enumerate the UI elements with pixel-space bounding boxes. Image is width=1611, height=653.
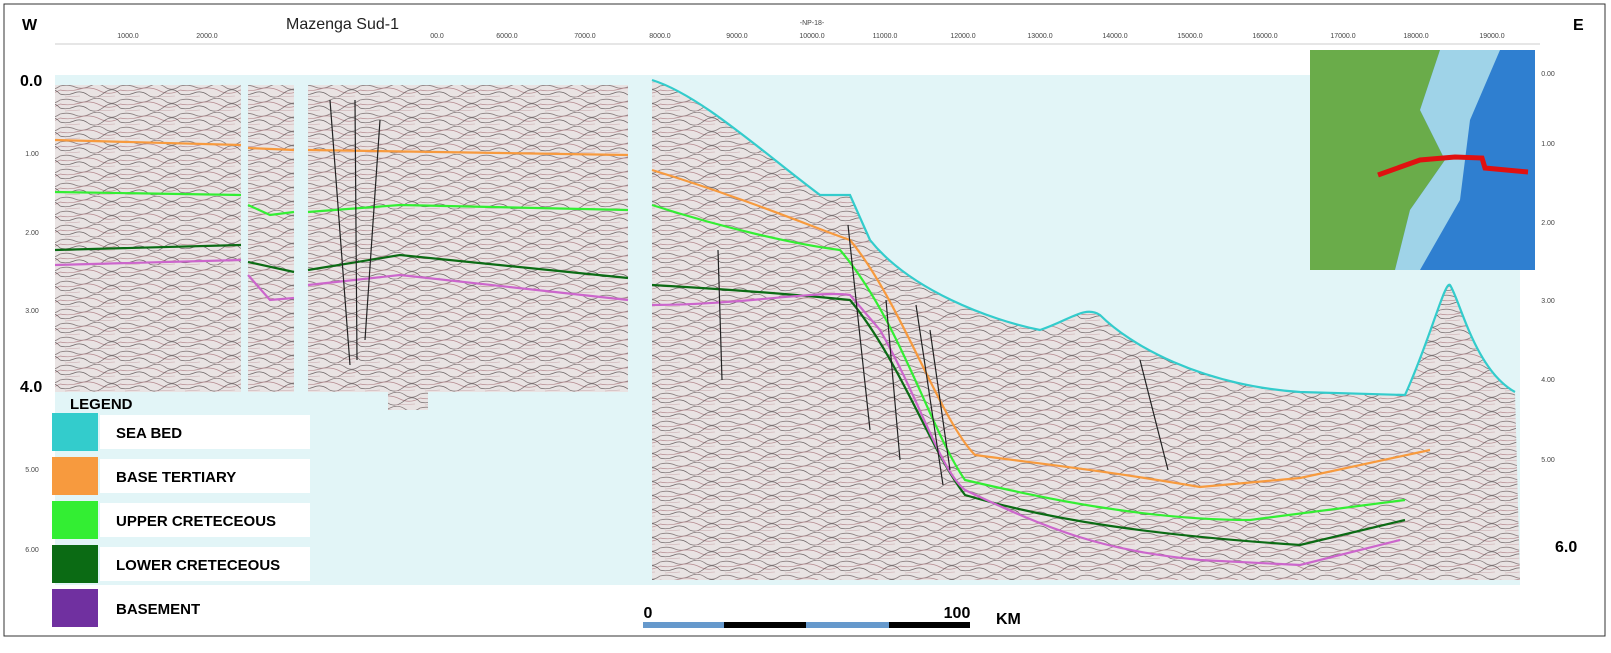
fault bbox=[885, 299, 901, 461]
base-tertiary bbox=[651, 168, 1431, 489]
top-axis-label: 18000.0 bbox=[1403, 33, 1428, 40]
top-axis-label: 8000.0 bbox=[649, 33, 671, 40]
legend-label: SEA BED bbox=[116, 425, 182, 442]
west-label: W bbox=[22, 17, 38, 34]
scale-end: 100 bbox=[944, 605, 971, 622]
scale-segment bbox=[643, 622, 724, 628]
location-map bbox=[1310, 50, 1535, 270]
top-axis-label: 2000.0 bbox=[196, 33, 218, 40]
top-axis-label: 19000.0 bbox=[1479, 33, 1504, 40]
top-axis-label: 1000.0 bbox=[117, 33, 139, 40]
line-id: -NP-18- bbox=[800, 20, 825, 27]
sea-bed bbox=[651, 78, 1516, 397]
seismic-panels bbox=[55, 80, 1520, 580]
right-axis-label: 1.00 bbox=[1541, 141, 1555, 148]
legend-label: BASE TERTIARY bbox=[116, 469, 236, 486]
fault bbox=[915, 304, 944, 486]
legend-swatch bbox=[52, 589, 98, 627]
right-axis-label: 4.00 bbox=[1541, 377, 1555, 384]
top-axis-label: 9000.0 bbox=[726, 33, 748, 40]
left-axis-label: 6.00 bbox=[25, 547, 39, 554]
top-axis-label: 13000.0 bbox=[1027, 33, 1052, 40]
well-name: Mazenga Sud-1 bbox=[286, 16, 399, 33]
map-land bbox=[1310, 50, 1445, 270]
top-axis-label: 15000.0 bbox=[1177, 33, 1202, 40]
top-axis-label: 17000.0 bbox=[1330, 33, 1355, 40]
upper-creteceous bbox=[651, 203, 1406, 522]
fault bbox=[717, 249, 723, 381]
lower-creteceous bbox=[54, 243, 629, 280]
top-axis-label: 12000.0 bbox=[950, 33, 975, 40]
scale-segment bbox=[806, 622, 889, 628]
top-axis-label: 6000.0 bbox=[496, 33, 518, 40]
left-axis-label: 1.00 bbox=[25, 151, 39, 158]
left-axis-label: 0.0 bbox=[20, 73, 42, 90]
seismic-panel bbox=[388, 392, 428, 410]
legend-label: BASEMENT bbox=[116, 601, 200, 618]
top-axis-label: 16000.0 bbox=[1252, 33, 1277, 40]
scale-bar: 0 100 KM bbox=[643, 605, 1021, 628]
fault bbox=[847, 224, 871, 431]
east-label: E bbox=[1573, 17, 1584, 34]
left-axis-label: 3.00 bbox=[25, 308, 39, 315]
legend-label-box bbox=[100, 459, 310, 493]
legend-label: UPPER CRETECEOUS bbox=[116, 513, 276, 530]
legend-label-box bbox=[100, 591, 310, 625]
right-axis-label: 0.00 bbox=[1541, 71, 1555, 78]
legend-swatch bbox=[52, 457, 98, 495]
lower-creteceous bbox=[651, 283, 1406, 547]
map-section-line bbox=[1377, 154, 1529, 178]
seismic-panel bbox=[55, 85, 241, 392]
base-tertiary bbox=[54, 138, 629, 157]
left-axis-label: 2.00 bbox=[25, 230, 39, 237]
seismic-panel bbox=[248, 85, 294, 392]
right-axis-label: 2.00 bbox=[1541, 220, 1555, 227]
faults bbox=[329, 99, 1169, 486]
right-axis-label: 3.00 bbox=[1541, 298, 1555, 305]
well-path bbox=[354, 99, 358, 361]
scale-unit: KM bbox=[996, 611, 1021, 628]
legend-label-box bbox=[100, 503, 310, 537]
legend-swatch bbox=[52, 413, 98, 451]
fault bbox=[929, 329, 951, 471]
seismic-panel bbox=[308, 85, 628, 392]
legend-swatch bbox=[52, 545, 98, 583]
well-path bbox=[329, 99, 351, 366]
fault bbox=[1139, 359, 1169, 471]
legend-title: LEGEND bbox=[70, 396, 133, 413]
well-path bbox=[364, 119, 381, 341]
right-axis-label: 5.00 bbox=[1541, 457, 1555, 464]
right-axis-label: 6.0 bbox=[1555, 539, 1577, 556]
legend-swatch bbox=[52, 501, 98, 539]
scale-start: 0 bbox=[644, 605, 653, 622]
left-axis-label: 4.0 bbox=[20, 379, 42, 396]
top-axis-label: 7000.0 bbox=[574, 33, 596, 40]
legend-label-box bbox=[100, 547, 310, 581]
top-axis-label: 00.0 bbox=[430, 33, 444, 40]
top-axis-labels: 1000.0 2000.0 00.0 6000.0 7000.0 8000.0 9000.0… bbox=[117, 33, 1504, 40]
basement bbox=[651, 292, 1401, 567]
left-axis-label: 5.00 bbox=[25, 467, 39, 474]
basement bbox=[54, 258, 629, 302]
scale-segment bbox=[724, 622, 806, 628]
seismic-panel bbox=[652, 80, 1520, 580]
horizons bbox=[54, 78, 1516, 567]
top-axis-label: 10000.0 bbox=[799, 33, 824, 40]
top-axis-label: 11000.0 bbox=[873, 33, 898, 40]
legend-label: LOWER CRETECEOUS bbox=[116, 557, 280, 574]
legend: LEGEND SEA BED BASE TERTIARY UPPER CRETECEO… bbox=[52, 396, 310, 627]
top-axis-label: 14000.0 bbox=[1102, 33, 1127, 40]
legend-label-box bbox=[100, 415, 310, 449]
scale-segment bbox=[889, 622, 970, 628]
